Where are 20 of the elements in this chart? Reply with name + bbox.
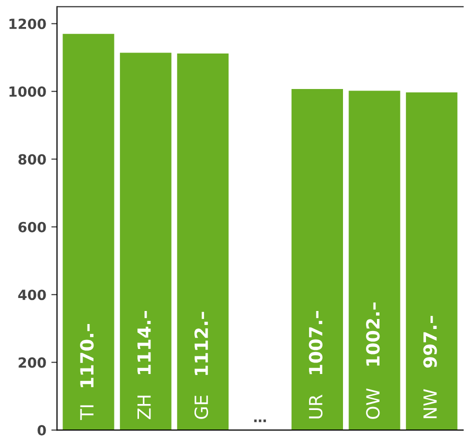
x-tick-label: TI: [80, 405, 94, 420]
y-tick-label: 800: [18, 154, 46, 165]
x-tick-label: GE: [194, 396, 208, 419]
data-label: 997.–: [423, 316, 437, 368]
x-tick-label: ZH: [137, 396, 151, 420]
y-tick-label: 600: [18, 222, 46, 232]
data-label: 1007.–: [308, 311, 322, 374]
data-label: 1170.–: [80, 324, 94, 388]
x-tick-label: OW: [366, 388, 380, 419]
y-tick-label: 200: [18, 357, 46, 368]
data-label: 1112.–: [194, 312, 208, 375]
y-tick-label: 1000: [9, 86, 46, 97]
data-label: 1114.–: [137, 311, 151, 374]
x-tick-label: …: [254, 419, 266, 422]
y-tick-label: 1200: [9, 18, 46, 30]
data-label: 1002.–: [366, 302, 380, 366]
y-tick-label: 400: [18, 290, 46, 300]
y-tick-label: 0: [38, 425, 46, 436]
x-tick-label: NW: [423, 389, 437, 418]
x-tick-label: UR: [309, 394, 322, 418]
